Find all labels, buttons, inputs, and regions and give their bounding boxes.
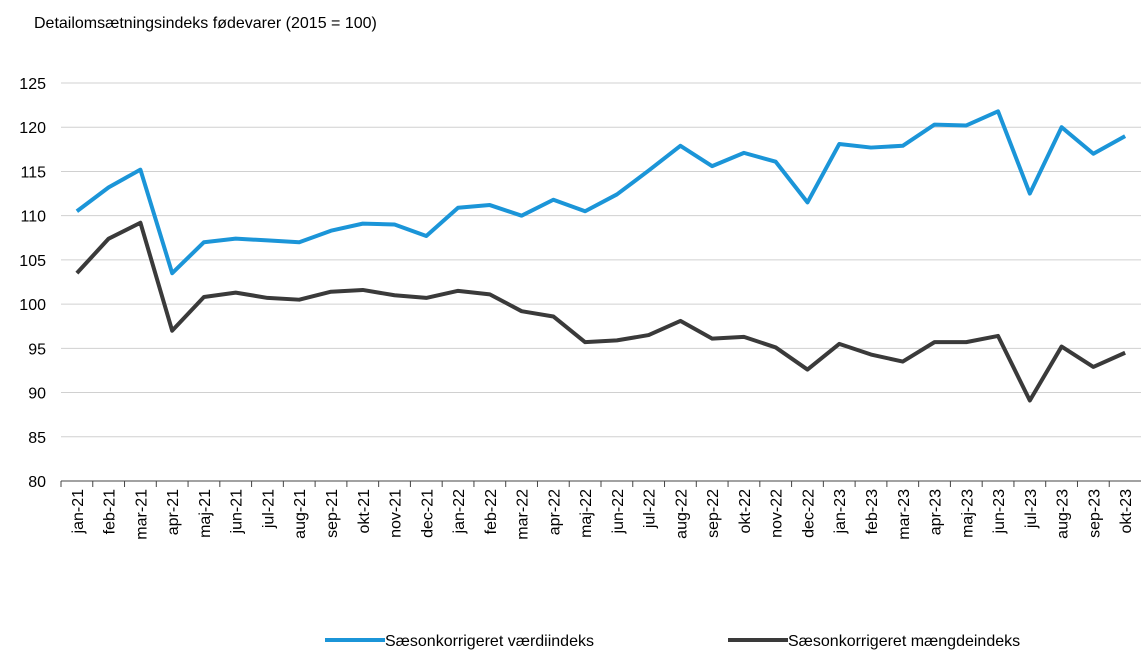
- x-tick-label: okt-23: [1118, 489, 1135, 534]
- x-tick-label: okt-21: [356, 489, 373, 534]
- x-tick-label: apr-22: [546, 489, 563, 535]
- x-tick-label: dec-21: [419, 489, 436, 538]
- x-tick-label: feb-23: [864, 489, 881, 534]
- x-tick-label: mar-23: [896, 489, 913, 540]
- x-tick-label: maj-21: [197, 489, 214, 538]
- x-tick-label: sep-23: [1086, 489, 1103, 538]
- x-tick-label: okt-22: [737, 489, 754, 534]
- x-tick-label: aug-21: [292, 489, 309, 539]
- x-tick-label: jul-23: [1023, 489, 1040, 529]
- x-tick-label: jan-21: [70, 489, 87, 535]
- x-tick-label: aug-23: [1055, 489, 1072, 539]
- x-tick-label: jun-22: [610, 489, 627, 535]
- y-tick-label: 95: [28, 341, 46, 358]
- x-tick-label: jan-22: [451, 489, 468, 535]
- y-tick-label: 85: [28, 430, 46, 447]
- x-tick-label: mar-21: [133, 489, 150, 540]
- x-tick-label: sep-22: [705, 489, 722, 538]
- legend-label: Sæsonkorrigeret mængdeindeks: [788, 633, 1020, 650]
- x-tick-label: maj-22: [578, 489, 595, 538]
- x-tick-label: jun-23: [991, 489, 1008, 535]
- x-tick-label: jul-22: [642, 489, 659, 529]
- y-tick-label: 110: [20, 209, 46, 226]
- x-tick-label: maj-23: [959, 489, 976, 538]
- x-tick-label: nov-22: [769, 489, 786, 538]
- x-tick-label: dec-22: [800, 489, 817, 538]
- y-tick-label: 120: [19, 120, 46, 137]
- x-tick-label: mar-22: [515, 489, 532, 540]
- y-tick-label: 125: [19, 76, 46, 93]
- x-tick-label: apr-21: [165, 489, 182, 535]
- y-tick-label: 105: [19, 253, 46, 270]
- x-tick-label: apr-23: [928, 489, 945, 535]
- y-tick-label: 115: [20, 164, 46, 181]
- y-tick-label: 80: [28, 474, 46, 491]
- y-tick-label: 100: [19, 297, 46, 314]
- x-tick-label: jul-21: [260, 489, 277, 529]
- x-tick-label: feb-22: [483, 489, 500, 534]
- x-tick-label: feb-21: [102, 489, 119, 534]
- x-tick-label: nov-21: [388, 489, 405, 538]
- line-series: [75, 220, 1126, 403]
- y-tick-label: 90: [28, 386, 46, 403]
- legend-label: Sæsonkorrigeret værdiindeks: [385, 633, 594, 650]
- line-series: [75, 109, 1127, 276]
- x-tick-label: sep-21: [324, 489, 341, 538]
- x-tick-label: aug-22: [673, 489, 690, 539]
- chart-title: Detailomsætningsindeks fødevarer (2015 =…: [34, 15, 377, 32]
- x-tick-label: jun-21: [229, 489, 246, 535]
- x-tick-label: jan-23: [832, 489, 849, 535]
